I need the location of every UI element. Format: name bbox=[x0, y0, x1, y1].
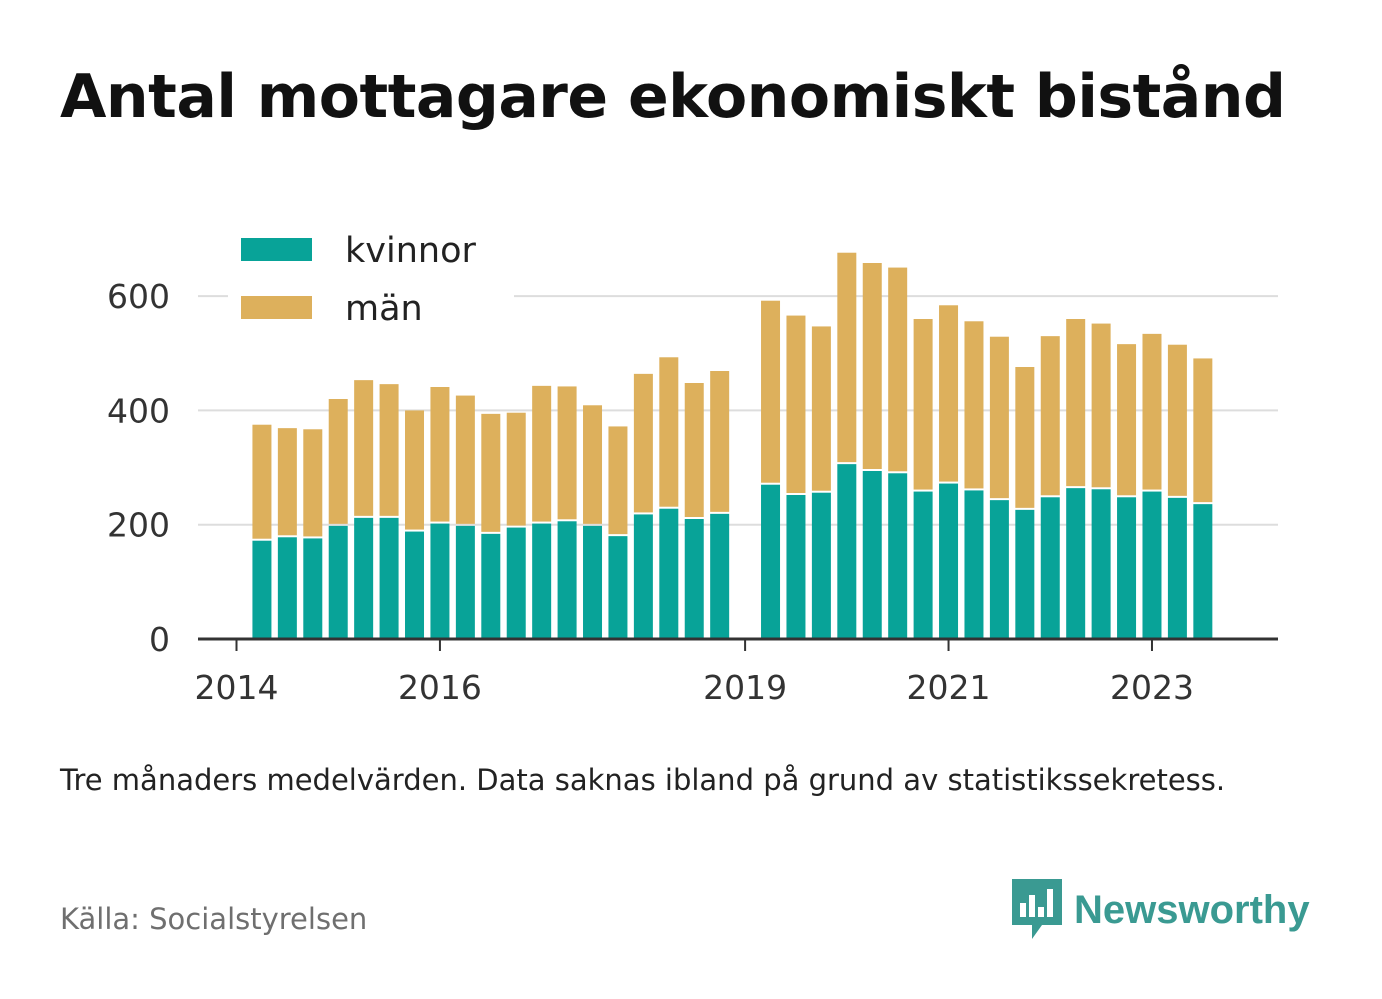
bar-kvinnor-2014-Q4 bbox=[303, 538, 323, 639]
bar-man-2016-Q4 bbox=[506, 412, 526, 526]
bar-man-2022-Q1 bbox=[1040, 336, 1060, 496]
bar-man-2018-Q1 bbox=[633, 373, 653, 513]
brand-name: Newsworthy bbox=[1074, 887, 1310, 932]
bar-man-2020-Q4 bbox=[913, 319, 933, 490]
bar-kvinnor-2015-Q1 bbox=[328, 525, 348, 639]
bar-kvinnor-2021-Q4 bbox=[1015, 509, 1035, 639]
bar-man-2021-Q4 bbox=[1015, 367, 1035, 508]
bar-man-2019-Q3 bbox=[786, 315, 806, 493]
bar-man-2014-Q3 bbox=[277, 428, 297, 536]
bar-kvinnor-2021-Q1 bbox=[939, 483, 959, 639]
bar-kvinnor-2018-Q2 bbox=[659, 508, 679, 639]
bars bbox=[252, 252, 1213, 639]
bar-man-2018-Q2 bbox=[659, 357, 679, 507]
bar-kvinnor-2020-Q1 bbox=[837, 464, 857, 639]
bar-man-2022-Q2 bbox=[1066, 319, 1086, 487]
axes: 0 200 400 600 2014 2016 2019 2021 2023 bbox=[107, 277, 1278, 707]
legend-swatch-man bbox=[241, 296, 312, 319]
bar-man-2021-Q1 bbox=[939, 305, 959, 482]
bar-man-2021-Q2 bbox=[964, 321, 984, 489]
bar-man-2015-Q1 bbox=[328, 399, 348, 524]
bar-man-2019-Q2 bbox=[761, 300, 781, 483]
bar-man-2020-Q1 bbox=[837, 252, 857, 463]
bar-kvinnor-2023-Q3 bbox=[1193, 504, 1213, 639]
bar-man-2017-Q1 bbox=[532, 385, 552, 522]
bar-kvinnor-2014-Q2 bbox=[252, 540, 272, 639]
bar-kvinnor-2016-Q4 bbox=[506, 527, 526, 639]
x-tick-label: 2023 bbox=[1110, 668, 1194, 707]
bar-man-2016-Q2 bbox=[455, 395, 475, 524]
bar-man-2020-Q2 bbox=[862, 263, 882, 469]
bar-kvinnor-2015-Q4 bbox=[405, 531, 425, 639]
bar-kvinnor-2020-Q2 bbox=[862, 471, 882, 639]
x-tick-label: 2014 bbox=[195, 668, 279, 707]
bar-man-2022-Q4 bbox=[1117, 344, 1137, 496]
bar-kvinnor-2020-Q3 bbox=[888, 473, 908, 639]
bar-man-2017-Q3 bbox=[583, 405, 603, 524]
bar-kvinnor-2019-Q2 bbox=[761, 484, 781, 639]
bar-man-2014-Q4 bbox=[303, 429, 323, 537]
bar-kvinnor-2017-Q4 bbox=[608, 536, 628, 639]
x-tick-label: 2019 bbox=[703, 668, 787, 707]
bar-kvinnor-2021-Q3 bbox=[989, 500, 1009, 639]
bar-kvinnor-2017-Q2 bbox=[557, 521, 577, 639]
legend-swatch-kvinnor bbox=[241, 238, 312, 261]
bar-kvinnor-2020-Q4 bbox=[913, 491, 933, 639]
bar-man-2017-Q2 bbox=[557, 386, 577, 520]
source-credit: Källa: Socialstyrelsen bbox=[60, 902, 368, 936]
bar-kvinnor-2022-Q1 bbox=[1040, 497, 1060, 639]
bar-man-2018-Q4 bbox=[710, 371, 730, 512]
newsworthy-logo: Newsworthy bbox=[1012, 878, 1310, 942]
y-tick-label: 0 bbox=[149, 620, 170, 659]
bar-man-2018-Q3 bbox=[684, 383, 704, 517]
bar-man-2021-Q3 bbox=[989, 336, 1009, 499]
bar-man-2020-Q3 bbox=[888, 267, 908, 472]
legend: kvinnor män bbox=[228, 231, 514, 337]
bar-man-2014-Q2 bbox=[252, 424, 272, 539]
bar-man-2023-Q3 bbox=[1193, 358, 1213, 503]
bar-man-2016-Q1 bbox=[430, 387, 450, 522]
bar-kvinnor-2023-Q2 bbox=[1167, 497, 1187, 639]
bar-kvinnor-2015-Q2 bbox=[354, 517, 374, 639]
bar-kvinnor-2023-Q1 bbox=[1142, 491, 1162, 639]
bar-kvinnor-2021-Q2 bbox=[964, 490, 984, 639]
bar-kvinnor-2018-Q3 bbox=[684, 519, 704, 639]
bar-man-2016-Q3 bbox=[481, 413, 501, 532]
bar-kvinnor-2022-Q2 bbox=[1066, 488, 1086, 639]
newsworthy-bar-chart-icon bbox=[1012, 879, 1062, 939]
bar-man-2023-Q2 bbox=[1167, 344, 1187, 496]
bar-man-2019-Q4 bbox=[811, 326, 831, 491]
x-tick-label: 2021 bbox=[907, 668, 991, 707]
bar-man-2015-Q2 bbox=[354, 380, 374, 516]
y-tick-label: 600 bbox=[107, 277, 170, 316]
bar-man-2015-Q3 bbox=[379, 384, 399, 516]
bar-man-2015-Q4 bbox=[405, 410, 425, 530]
bar-kvinnor-2016-Q1 bbox=[430, 523, 450, 639]
chart-note: Tre månaders medelvärden. Data saknas ib… bbox=[60, 763, 1226, 797]
bar-kvinnor-2022-Q3 bbox=[1091, 489, 1111, 639]
bar-man-2017-Q4 bbox=[608, 426, 628, 535]
legend-label-kvinnor: kvinnor bbox=[345, 231, 476, 271]
bar-kvinnor-2016-Q3 bbox=[481, 533, 501, 639]
bar-kvinnor-2018-Q4 bbox=[710, 513, 730, 639]
bar-kvinnor-2018-Q1 bbox=[633, 514, 653, 639]
bar-man-2022-Q3 bbox=[1091, 323, 1111, 488]
bar-kvinnor-2022-Q4 bbox=[1117, 497, 1137, 639]
bar-kvinnor-2017-Q1 bbox=[532, 523, 552, 639]
x-tick-label: 2016 bbox=[398, 668, 482, 707]
bar-kvinnor-2014-Q3 bbox=[277, 537, 297, 639]
bar-kvinnor-2019-Q4 bbox=[811, 492, 831, 639]
bar-man-2023-Q1 bbox=[1142, 333, 1162, 490]
y-tick-label: 200 bbox=[107, 506, 170, 545]
y-tick-label: 400 bbox=[107, 391, 170, 430]
bar-kvinnor-2015-Q3 bbox=[379, 517, 399, 639]
bar-kvinnor-2019-Q3 bbox=[786, 495, 806, 639]
legend-label-man: män bbox=[345, 289, 423, 329]
bar-kvinnor-2016-Q2 bbox=[455, 525, 475, 639]
bar-kvinnor-2017-Q3 bbox=[583, 525, 603, 639]
chart-title: Antal mottagare ekonomiskt bistånd bbox=[60, 62, 1286, 132]
